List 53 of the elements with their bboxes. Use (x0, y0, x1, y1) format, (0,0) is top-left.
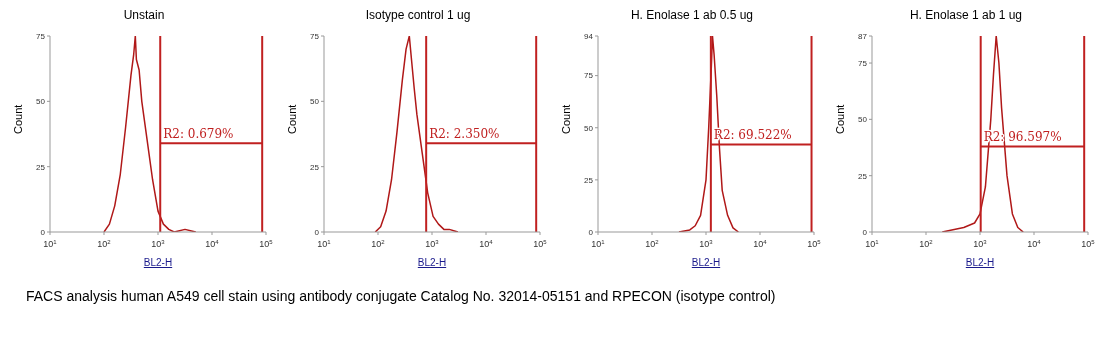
y-axis-title: Count (833, 104, 846, 134)
x-tick-label: 10$^{1}$ (317, 239, 332, 249)
y-axis-title: Count (559, 104, 572, 134)
x-tick-label: 10$^{2}$ (371, 239, 386, 249)
x-axis-title: BL2-H (143, 257, 173, 268)
y-tick-label: 25 (310, 162, 320, 172)
chart-title: Isotype control 1 ug (364, 8, 472, 24)
annotation: R2: 0.679% (163, 127, 234, 142)
x-tick-label: 10$^{4}$ (205, 239, 220, 249)
x-tick-label: 10$^{5}$ (1081, 239, 1096, 249)
chart-title: H. Enolase 1 ab 1 ug (908, 8, 1024, 24)
y-tick-label: 50 (858, 115, 868, 125)
x-tick-label: 10$^{3}$ (151, 239, 166, 249)
chart-title: H. Enolase 1 ab 0.5 ug (629, 8, 755, 24)
x-axis-title: BL2-H (691, 257, 721, 268)
y-tick-label: 75 (584, 71, 594, 81)
x-axis-title: BL2-H (965, 257, 995, 268)
x-tick-label: 10$^{5}$ (807, 239, 822, 249)
y-tick-label: 0 (314, 227, 320, 237)
x-tick-label: 10$^{5}$ (533, 239, 548, 249)
x-tick-label: 10$^{1}$ (591, 239, 606, 249)
x-tick-label: 10$^{3}$ (425, 239, 440, 249)
x-tick-label: 10$^{4}$ (479, 239, 494, 249)
y-tick-label: 75 (36, 31, 46, 41)
x-axis-title: BL2-H (417, 257, 447, 268)
y-tick-label: 50 (310, 97, 320, 107)
x-tick-label: 10$^{2}$ (97, 239, 112, 249)
y-tick-label: 0 (862, 227, 868, 237)
y-tick-label: 75 (310, 31, 320, 41)
y-tick-label: 87 (858, 31, 868, 41)
y-tick-label: 50 (36, 97, 46, 107)
x-tick-label: 10$^{3}$ (973, 239, 988, 249)
x-tick-label: 10$^{2}$ (919, 239, 934, 249)
y-tick-label: 25 (36, 162, 46, 172)
x-tick-label: 10$^{5}$ (259, 239, 274, 249)
y-tick-label: 75 (858, 58, 868, 68)
y-axis-title: Count (11, 104, 24, 134)
chart-title: Unstain (122, 8, 166, 24)
y-tick-label: 25 (858, 171, 868, 181)
text: FACS analysis human A549 cell stain using antibody conjugate Catalog No. 32014-05151 and RPECON (isotype control) (25, 288, 777, 304)
x-tick-label: 10$^{4}$ (1027, 239, 1042, 249)
x-tick-label: 10$^{1}$ (865, 239, 880, 249)
x-tick-label: 10$^{1}$ (43, 239, 58, 249)
x-tick-label: 10$^{4}$ (753, 239, 768, 249)
x-tick-label: 10$^{3}$ (699, 239, 714, 249)
y-tick-label: 94 (584, 31, 594, 41)
y-tick-label: 0 (40, 227, 46, 237)
annotation: R2: 2.350% (429, 127, 500, 142)
y-tick-label: 0 (588, 227, 594, 237)
y-tick-label: 50 (584, 123, 594, 133)
y-axis-title: Count (285, 104, 298, 134)
x-tick-label: 10$^{2}$ (645, 239, 660, 249)
y-tick-label: 25 (584, 175, 594, 185)
